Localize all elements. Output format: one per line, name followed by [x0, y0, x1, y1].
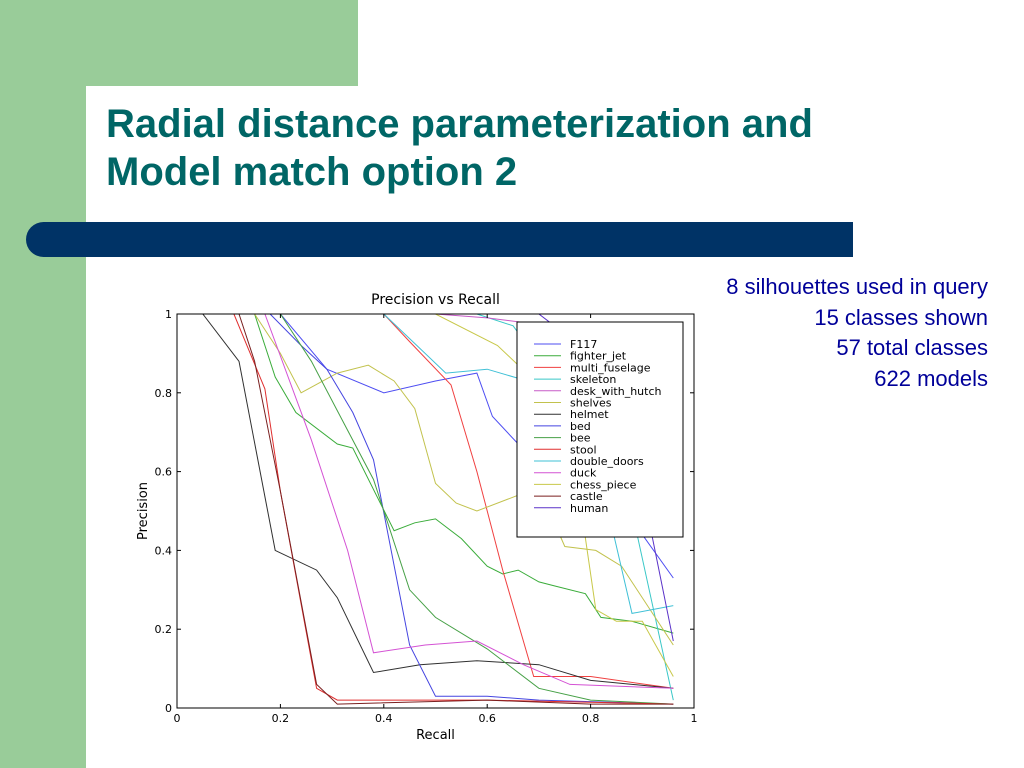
series-line-stool [177, 314, 674, 705]
legend-label-fighter-jet: fighter_jet [570, 350, 627, 363]
slide-title-line1: Radial distance parameterization and [106, 102, 813, 146]
x-tick-label: 0.2 [272, 712, 290, 725]
note-silhouettes: 8 silhouettes used in query [726, 274, 988, 299]
legend-label-duck: duck [570, 467, 597, 480]
legend-box [516, 321, 684, 538]
y-tick-label: 0.4 [155, 544, 173, 557]
note-classes-shown: 15 classes shown [814, 304, 988, 330]
x-tick-label: 0.6 [478, 712, 496, 725]
notes-list: 8 silhouettes used in query 15 classes s… [726, 272, 988, 394]
legend-label-multi-fuselage: multi_fuselage [570, 361, 651, 374]
y-tick-label: 0.6 [155, 466, 173, 479]
y-tick-label: 0.8 [155, 387, 173, 400]
y-axis-label: Precision [136, 482, 151, 540]
note-total-classes: 57 total classes [836, 335, 988, 360]
legend-label-double-doors: double_doors [570, 455, 644, 468]
series-line-fighter-jet [177, 314, 674, 634]
y-tick-label: 1 [165, 308, 172, 321]
legend-label-F117: F117 [570, 338, 597, 351]
x-tick-label: 0.8 [582, 712, 600, 725]
legend-label-skeleton: skeleton [570, 373, 616, 386]
legend-label-stool: stool [570, 443, 597, 456]
x-tick-label: 0 [174, 712, 181, 725]
y-tick-label: 0.2 [155, 623, 173, 636]
series-line-bed [177, 314, 674, 705]
x-axis-label: Recall [416, 728, 455, 743]
series-line-shelves [177, 314, 674, 646]
top-band [86, 0, 358, 86]
x-tick-label: 1 [691, 712, 698, 725]
legend-label-castle: castle [570, 490, 603, 503]
series-line-multi-fuselage [177, 314, 674, 689]
title-bar [26, 222, 853, 257]
plot-frame [176, 313, 695, 709]
series-line-castle [177, 314, 674, 705]
precision-recall-chart: 00 0.2 0.2 0.4 0.4 0.6 0.6 0.8 0.8 1 1 Precision vs… [136, 292, 698, 743]
legend-label-desk-with-hutch: desk_with_hutch [570, 385, 661, 398]
slide-title-line2: Model match option 2 [106, 150, 518, 194]
legend-label-bed: bed [570, 420, 591, 433]
legend-label-shelves: shelves [570, 397, 612, 410]
legend-label-bee: bee [570, 432, 591, 445]
side-band [0, 0, 86, 768]
legend-label-helmet: helmet [570, 408, 609, 421]
y-tick-label: 0 [165, 702, 172, 715]
series-line-duck [177, 314, 674, 689]
legend-label-human: human [570, 502, 608, 515]
note-models: 622 models [874, 365, 988, 391]
x-tick-label: 0.4 [375, 712, 393, 725]
legend-label-chess-piece: chess_piece [570, 478, 637, 491]
chart-title: Precision vs Recall [371, 292, 500, 308]
slide-title: Radial distance parameterization and Mod… [106, 100, 986, 196]
series-line-helmet [177, 314, 674, 689]
series-line-bee [177, 314, 674, 705]
